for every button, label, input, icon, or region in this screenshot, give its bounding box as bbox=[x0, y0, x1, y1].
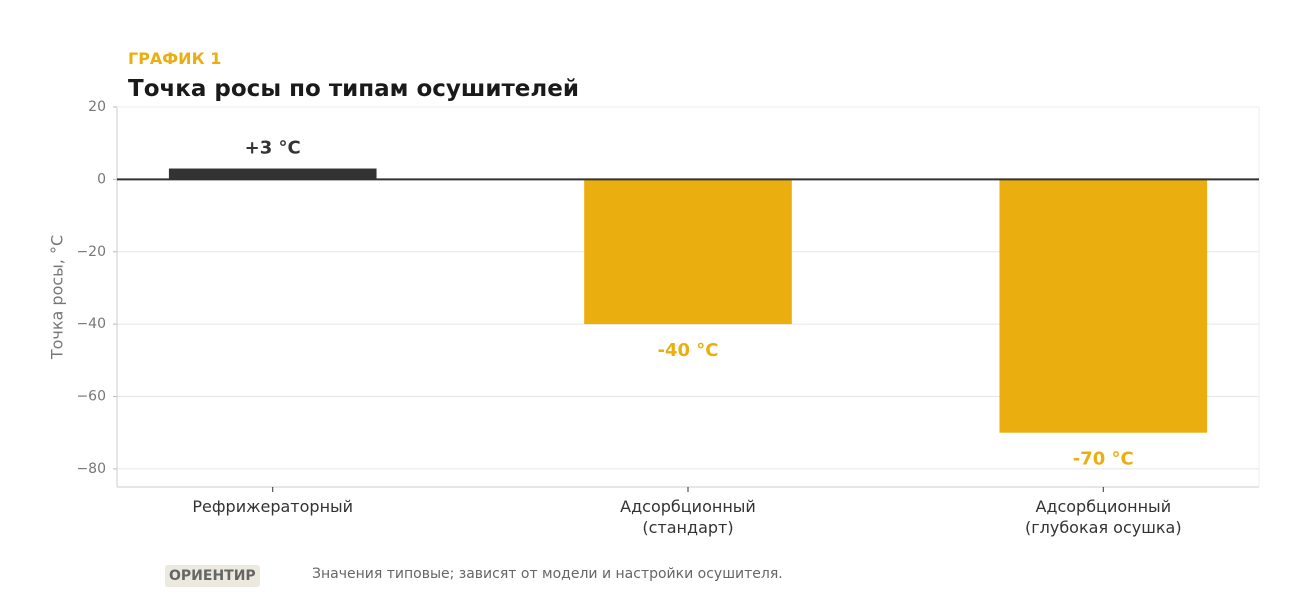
y-tick-label: −20 bbox=[76, 244, 106, 260]
y-tick-label: −40 bbox=[76, 316, 106, 332]
value-label: +3 °C bbox=[245, 138, 301, 159]
eyebrow: ГРАФИК 1 bbox=[128, 49, 222, 68]
note-badge: ОРИЕНТИР bbox=[165, 565, 260, 587]
bar bbox=[999, 179, 1208, 433]
y-tick-label: −60 bbox=[76, 389, 106, 405]
value-label: -40 °C bbox=[658, 340, 719, 361]
y-tick-label: 20 bbox=[88, 99, 106, 115]
y-tick-label: −80 bbox=[76, 461, 106, 477]
x-tick-label: Адсорбционный (стандарт) bbox=[620, 497, 756, 537]
value-label: -70 °C bbox=[1073, 449, 1134, 470]
bar bbox=[168, 168, 377, 180]
bar bbox=[584, 179, 792, 325]
y-axis-label: Точка росы, °C bbox=[48, 235, 67, 360]
chart-title: Точка росы по типам осушителей bbox=[128, 76, 579, 102]
y-tick-label: 0 bbox=[97, 171, 106, 187]
note-text: Значения типовые; зависят от модели и на… bbox=[312, 566, 783, 582]
x-tick-label: Адсорбционный (глубокая осушка) bbox=[1024, 497, 1182, 537]
x-tick-label: Рефрижераторный bbox=[192, 497, 354, 516]
